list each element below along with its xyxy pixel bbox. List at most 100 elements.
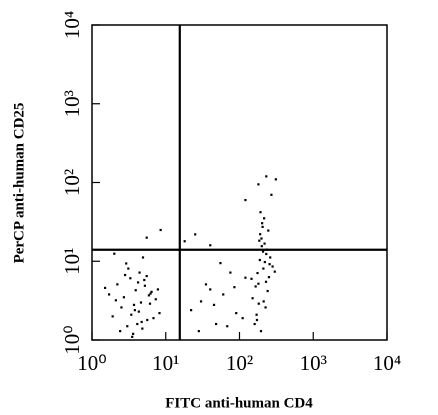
dot: [199, 300, 203, 303]
dot: [255, 318, 259, 322]
dot: [183, 240, 186, 243]
dot: [274, 178, 277, 181]
dot: [146, 318, 149, 322]
dot: [264, 306, 267, 309]
dot: [150, 290, 153, 293]
dot: [257, 302, 260, 305]
dot: [262, 300, 265, 303]
dot: [262, 267, 265, 270]
y-tick-label: 10³: [60, 90, 84, 117]
dot: [226, 325, 229, 328]
dot: [132, 303, 136, 306]
dot: [123, 273, 127, 277]
dot: [116, 283, 119, 286]
dot: [260, 237, 263, 240]
dot: [130, 313, 133, 316]
dot: [148, 302, 152, 305]
dot: [269, 256, 272, 259]
dot: [235, 312, 238, 315]
dot: [266, 289, 269, 293]
dot: [229, 271, 232, 274]
dot: [263, 217, 266, 220]
dot: [251, 297, 254, 300]
dot: [204, 283, 208, 286]
dot: [214, 322, 218, 326]
dot: [273, 270, 276, 273]
dot: [140, 320, 143, 324]
dot: [261, 250, 265, 253]
dot: [241, 317, 244, 320]
dot: [131, 335, 134, 338]
dot: [190, 309, 193, 312]
dot: [127, 267, 130, 270]
dot: [222, 293, 225, 296]
dot: [257, 282, 260, 285]
dot: [212, 303, 216, 306]
dot: [197, 330, 200, 333]
dot: [145, 236, 148, 239]
dot: [265, 175, 268, 178]
dot: [137, 310, 140, 313]
dot: [129, 277, 132, 280]
dot: [136, 281, 140, 284]
dot: [156, 288, 159, 291]
dot: [119, 330, 122, 333]
dot: [154, 298, 157, 301]
dot: [267, 276, 271, 279]
dot: [126, 325, 129, 328]
dot: [259, 233, 262, 236]
dot: [114, 299, 117, 302]
dot: [264, 280, 268, 283]
dot: [103, 286, 107, 290]
dot: [111, 315, 114, 318]
dot: [141, 327, 144, 330]
dot: [260, 245, 263, 248]
dot: [233, 286, 236, 289]
dot: [132, 332, 135, 335]
dot: [259, 211, 262, 214]
x-axis-title: FITC anti-human CD4: [165, 395, 313, 411]
dot: [158, 312, 161, 315]
dot: [265, 252, 268, 256]
dot: [255, 313, 258, 316]
x-tick-label: 10⁰: [77, 351, 106, 375]
dot: [219, 262, 222, 265]
y-tick-label: 10¹: [60, 248, 84, 275]
dot: [253, 322, 256, 326]
dot: [244, 198, 247, 202]
dot: [261, 222, 264, 225]
y-tick-label: 10⁰: [60, 325, 84, 354]
dot: [138, 271, 141, 274]
dot: [254, 285, 257, 288]
dot: [120, 306, 123, 309]
dot: [209, 244, 212, 247]
dot: [209, 288, 212, 291]
dot: [147, 294, 151, 297]
dot: [270, 193, 273, 196]
plot-frame: [91, 24, 388, 341]
y-tick-label: 10⁴: [60, 11, 84, 39]
dot: [143, 284, 147, 287]
dot: [133, 309, 136, 312]
dot: [261, 225, 264, 228]
x-tick-label: 10⁴: [373, 351, 401, 375]
dot: [139, 301, 143, 304]
dot: [152, 317, 155, 320]
dot: [256, 271, 259, 275]
dot: [141, 256, 145, 259]
dot: [143, 278, 146, 282]
dot: [258, 258, 261, 262]
x-tick-label: 10¹: [152, 351, 179, 375]
dot: [107, 293, 111, 296]
dot: [149, 292, 152, 295]
dot: [125, 262, 128, 265]
dot: [257, 183, 260, 186]
dot: [259, 330, 263, 333]
dot: [159, 228, 162, 232]
dot: [263, 260, 266, 264]
dot: [267, 229, 270, 232]
dot: [145, 274, 148, 278]
dot: [263, 242, 266, 245]
dot: [268, 263, 271, 266]
